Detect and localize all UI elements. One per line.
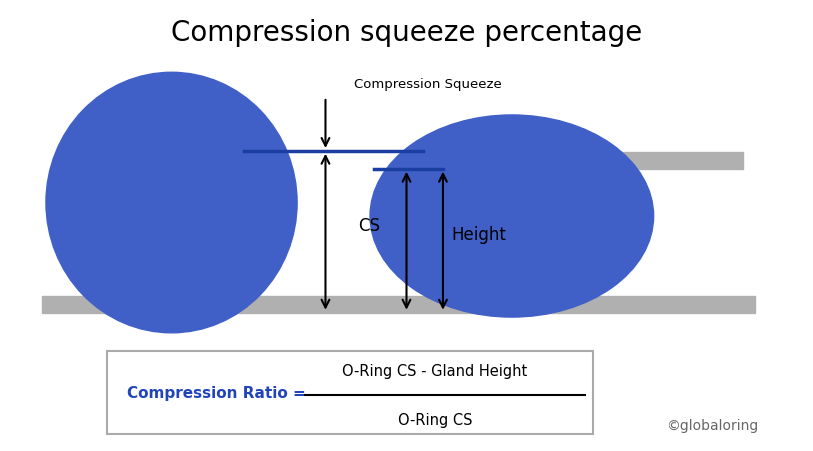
Text: Compression Ratio =: Compression Ratio = bbox=[127, 385, 306, 400]
Bar bbox=[107, 351, 593, 434]
Text: O-Ring CS: O-Ring CS bbox=[398, 412, 472, 427]
Text: ©globaloring: ©globaloring bbox=[666, 418, 758, 432]
Text: O-Ring CS - Gland Height: O-Ring CS - Gland Height bbox=[342, 364, 528, 379]
Text: Compression Squeeze: Compression Squeeze bbox=[354, 78, 502, 91]
Ellipse shape bbox=[46, 73, 297, 333]
Text: Height: Height bbox=[451, 226, 506, 244]
Text: Compression squeeze percentage: Compression squeeze percentage bbox=[171, 19, 642, 47]
Bar bbox=[443, 152, 743, 170]
Text: CS: CS bbox=[358, 216, 380, 235]
Ellipse shape bbox=[370, 116, 654, 318]
Bar bbox=[42, 296, 755, 313]
